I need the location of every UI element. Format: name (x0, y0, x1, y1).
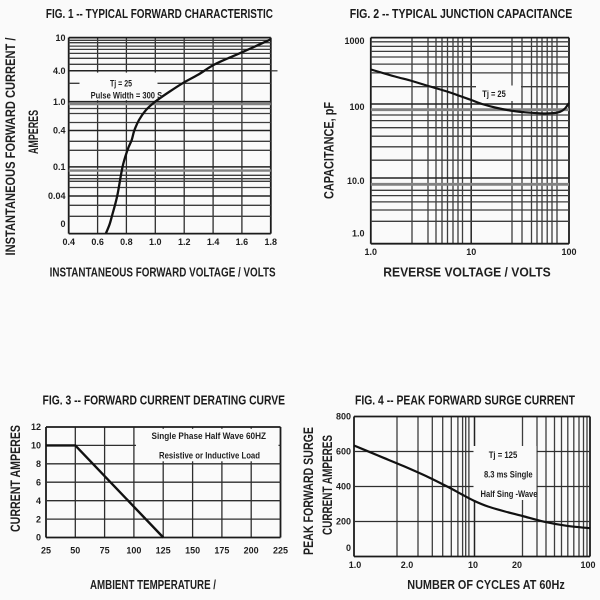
svg-text:0.4: 0.4 (62, 237, 75, 247)
svg-text:12: 12 (31, 422, 41, 432)
svg-text:1.0: 1.0 (149, 237, 162, 247)
svg-text:1.0: 1.0 (365, 247, 378, 257)
svg-text:Tj = 25: Tj = 25 (482, 89, 506, 99)
svg-text:CURRENT AMPERES: CURRENT AMPERES (319, 435, 335, 535)
svg-text:Tj = 25: Tj = 25 (110, 79, 132, 89)
svg-text:200: 200 (336, 517, 351, 527)
svg-text:10: 10 (31, 441, 41, 451)
svg-text:100: 100 (580, 560, 595, 570)
svg-text:100: 100 (126, 546, 141, 556)
svg-text:50: 50 (70, 546, 80, 556)
svg-text:0.1: 0.1 (53, 162, 66, 172)
svg-text:0.04: 0.04 (48, 191, 66, 201)
svg-text:0: 0 (60, 219, 65, 229)
svg-text:200: 200 (244, 546, 259, 556)
svg-text:Tj = 125: Tj = 125 (489, 450, 518, 460)
svg-text:CURRENT AMPERES: CURRENT AMPERES (7, 425, 23, 532)
svg-text:1.4: 1.4 (207, 237, 220, 247)
svg-text:Single Phase Half Wave 60H: Single Phase Half Wave 60HZ (152, 431, 267, 441)
svg-text:FIG. 1 -- TYPICAL FORWARD: FIG. 1 -- TYPICAL FORWARD CHARACTERISTIC (46, 7, 273, 21)
svg-text:2.0: 2.0 (401, 560, 414, 570)
svg-text:0.8: 0.8 (120, 237, 133, 247)
svg-text:Resistive or Inductive Load: Resistive or Inductive Load (159, 450, 260, 460)
svg-text:4: 4 (36, 496, 41, 506)
svg-text:175: 175 (214, 546, 229, 556)
svg-text:CAPACITANCE, pF: CAPACITANCE, pF (321, 102, 337, 199)
svg-text:NUMBER OF CYCLES AT 60Hz: NUMBER OF CYCLES AT 60Hz (407, 578, 565, 592)
svg-text:REVERSE VOLTAGE / VOLTS: REVERSE VOLTAGE / VOLTS (383, 266, 551, 280)
svg-text:2: 2 (36, 514, 41, 524)
svg-text:100: 100 (349, 102, 364, 112)
svg-text:10.0: 10.0 (347, 176, 365, 186)
svg-text:INSTANTANEOUS FORWARD CURRENT: INSTANTANEOUS FORWARD CURRENT / (2, 37, 18, 255)
svg-text:25: 25 (41, 546, 51, 556)
svg-text:400: 400 (336, 482, 351, 492)
svg-text:10: 10 (55, 33, 65, 43)
svg-text:0.4: 0.4 (53, 126, 66, 136)
svg-text:Half Sing -Wave: Half Sing -Wave (481, 489, 538, 499)
svg-text:6: 6 (36, 477, 41, 487)
svg-text:10: 10 (468, 560, 478, 570)
svg-text:0: 0 (346, 543, 351, 553)
svg-text:1.0: 1.0 (352, 229, 365, 239)
svg-text:Pulse Width = 300 S: Pulse Width = 300 S (91, 90, 163, 100)
svg-text:1.0: 1.0 (53, 97, 66, 107)
svg-text:20: 20 (512, 560, 522, 570)
svg-text:AMPERES: AMPERES (25, 110, 41, 154)
svg-text:75: 75 (100, 546, 110, 556)
svg-text:8: 8 (36, 459, 41, 469)
svg-text:800: 800 (336, 412, 351, 422)
svg-text:0.6: 0.6 (91, 237, 104, 247)
svg-text:1000: 1000 (344, 36, 364, 46)
svg-text:1.2: 1.2 (178, 237, 191, 247)
svg-text:1.0: 1.0 (349, 560, 362, 570)
svg-text:125: 125 (156, 546, 171, 556)
svg-text:FIG. 2 -- TYPICAL JUNCTION: FIG. 2 -- TYPICAL JUNCTION CAPACITANCE (350, 7, 573, 21)
svg-text:600: 600 (336, 447, 351, 457)
svg-text:100: 100 (561, 247, 576, 257)
svg-text:PEAK FORWARD SURGE: PEAK FORWARD SURGE (300, 427, 316, 555)
svg-text:0: 0 (36, 533, 41, 543)
svg-text:225: 225 (273, 546, 288, 556)
svg-text:FIG. 4 -- PEAK FORWARD SURG: FIG. 4 -- PEAK FORWARD SURGE CURRENT (355, 394, 575, 408)
svg-text:150: 150 (185, 546, 200, 556)
svg-text:INSTANTANEOUS FORWARD VOLTAG: INSTANTANEOUS FORWARD VOLTAGE / VOLTS (50, 265, 276, 279)
svg-text:FIG. 3 -- FORWARD CURRENT D: FIG. 3 -- FORWARD CURRENT DERATING CURVE (43, 394, 286, 408)
svg-text:AMBIENT TEMPERATURE /: AMBIENT TEMPERATURE / (90, 578, 216, 592)
svg-text:10: 10 (466, 247, 476, 257)
svg-text:4.0: 4.0 (53, 66, 66, 76)
svg-text:1.6: 1.6 (236, 237, 249, 247)
svg-text:8.3 ms Single: 8.3 ms Single (484, 470, 533, 480)
svg-text:1.8: 1.8 (265, 237, 278, 247)
